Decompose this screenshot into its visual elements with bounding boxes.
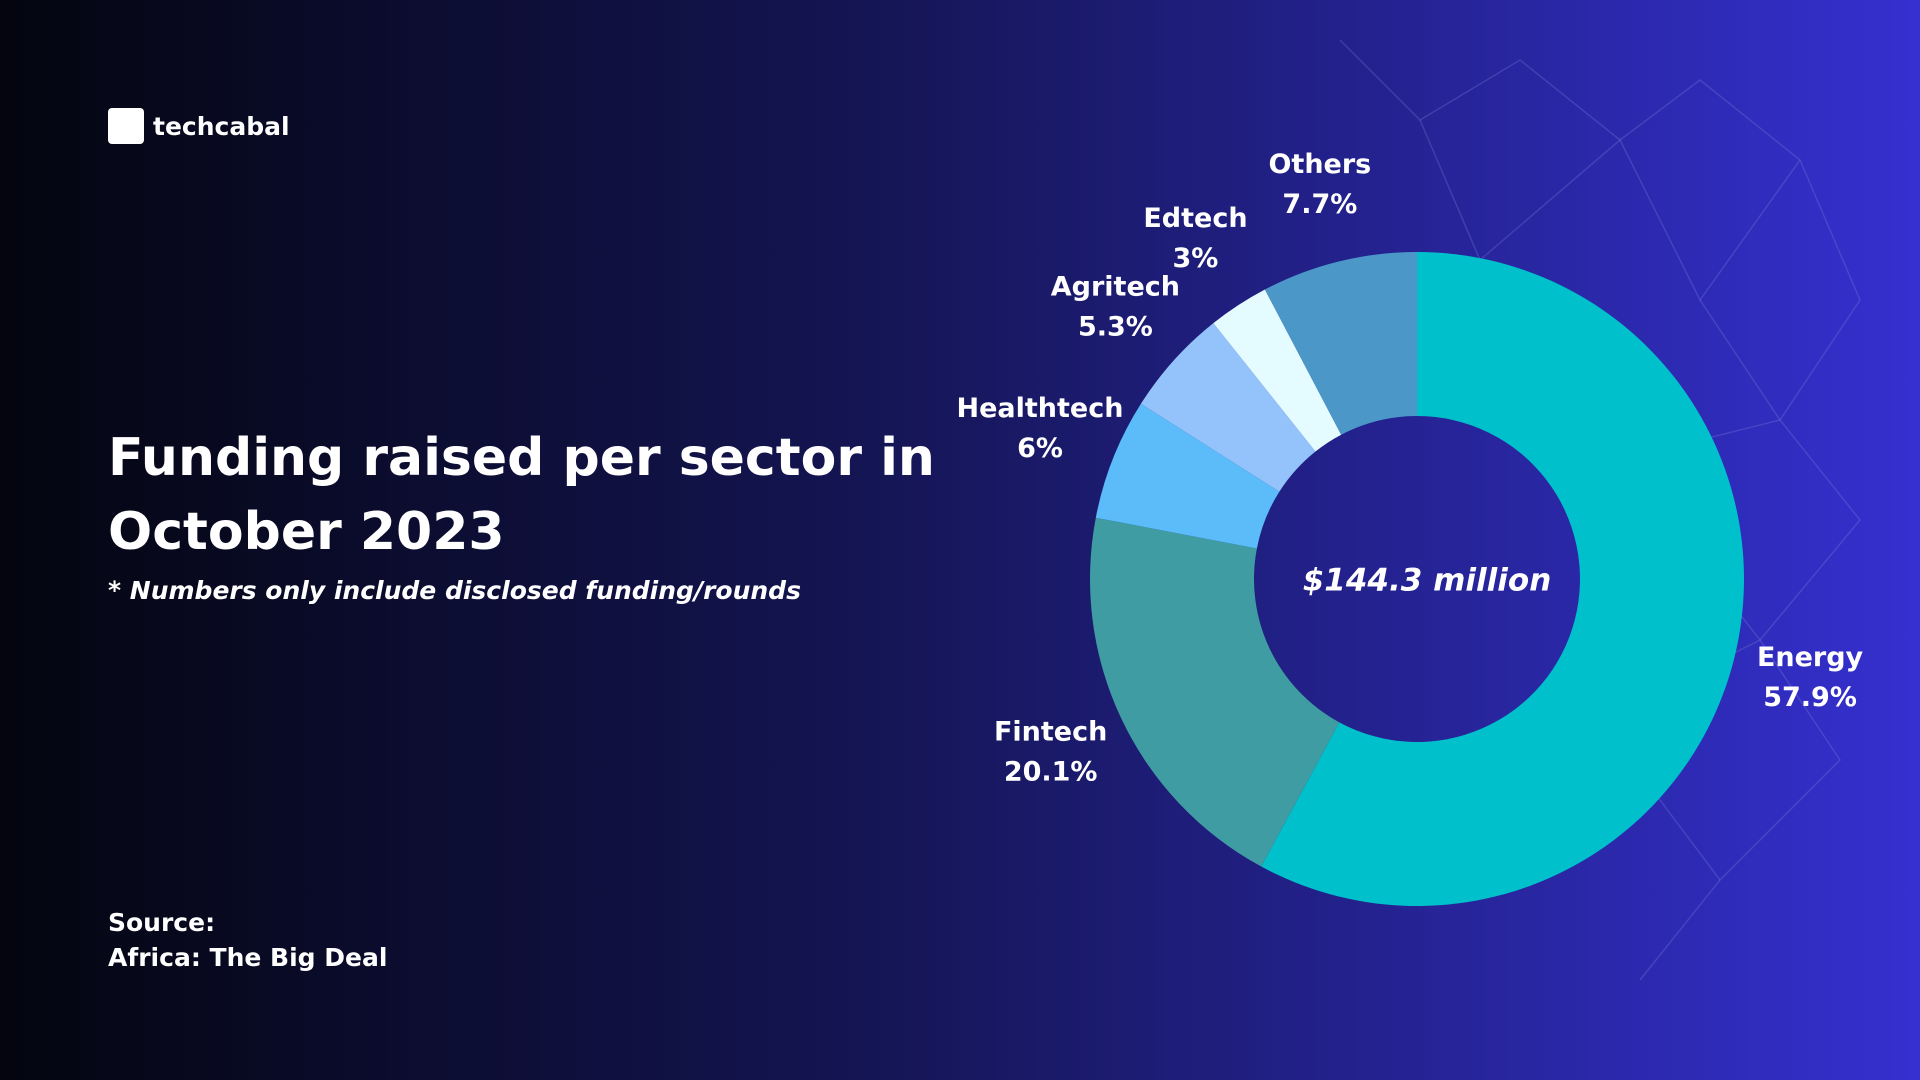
logo-icon — [108, 108, 144, 144]
logo-text: techcabal — [153, 112, 290, 141]
chart-title: Funding raised per sector in October 202… — [108, 428, 953, 562]
title-line: October 2023 — [108, 502, 505, 562]
value-label: 7.7% — [1282, 189, 1357, 220]
slice — [1264, 252, 1417, 435]
title-line: Funding raised per sector in — [108, 428, 935, 488]
value-label: 20.1% — [1004, 756, 1098, 787]
slice-label: Others — [1268, 149, 1371, 180]
value-label: 5.3% — [1078, 311, 1153, 342]
value-label: 6% — [1017, 433, 1063, 464]
value-label: 57.9% — [1763, 682, 1857, 713]
slice-label: Agritech — [1051, 271, 1180, 302]
slice — [1095, 403, 1280, 549]
source-label: Source: — [108, 908, 215, 937]
source: Africa: The Big Deal — [108, 943, 387, 972]
slice — [1213, 289, 1342, 452]
slice-label: Energy — [1757, 642, 1864, 673]
subtitle: * Numbers only include disclosed funding… — [108, 576, 801, 605]
slice-label: Healthtech — [957, 393, 1124, 424]
slice — [1261, 252, 1744, 906]
value-label: 3% — [1173, 243, 1219, 274]
slice-label: Edtech — [1143, 203, 1247, 234]
slice-label: Fintech — [994, 716, 1107, 747]
slice — [1090, 517, 1340, 867]
logo: techcabal — [108, 108, 290, 144]
slice — [1140, 323, 1316, 492]
donut — [1090, 252, 1744, 906]
center-label: $144.3 million — [1303, 563, 1552, 599]
